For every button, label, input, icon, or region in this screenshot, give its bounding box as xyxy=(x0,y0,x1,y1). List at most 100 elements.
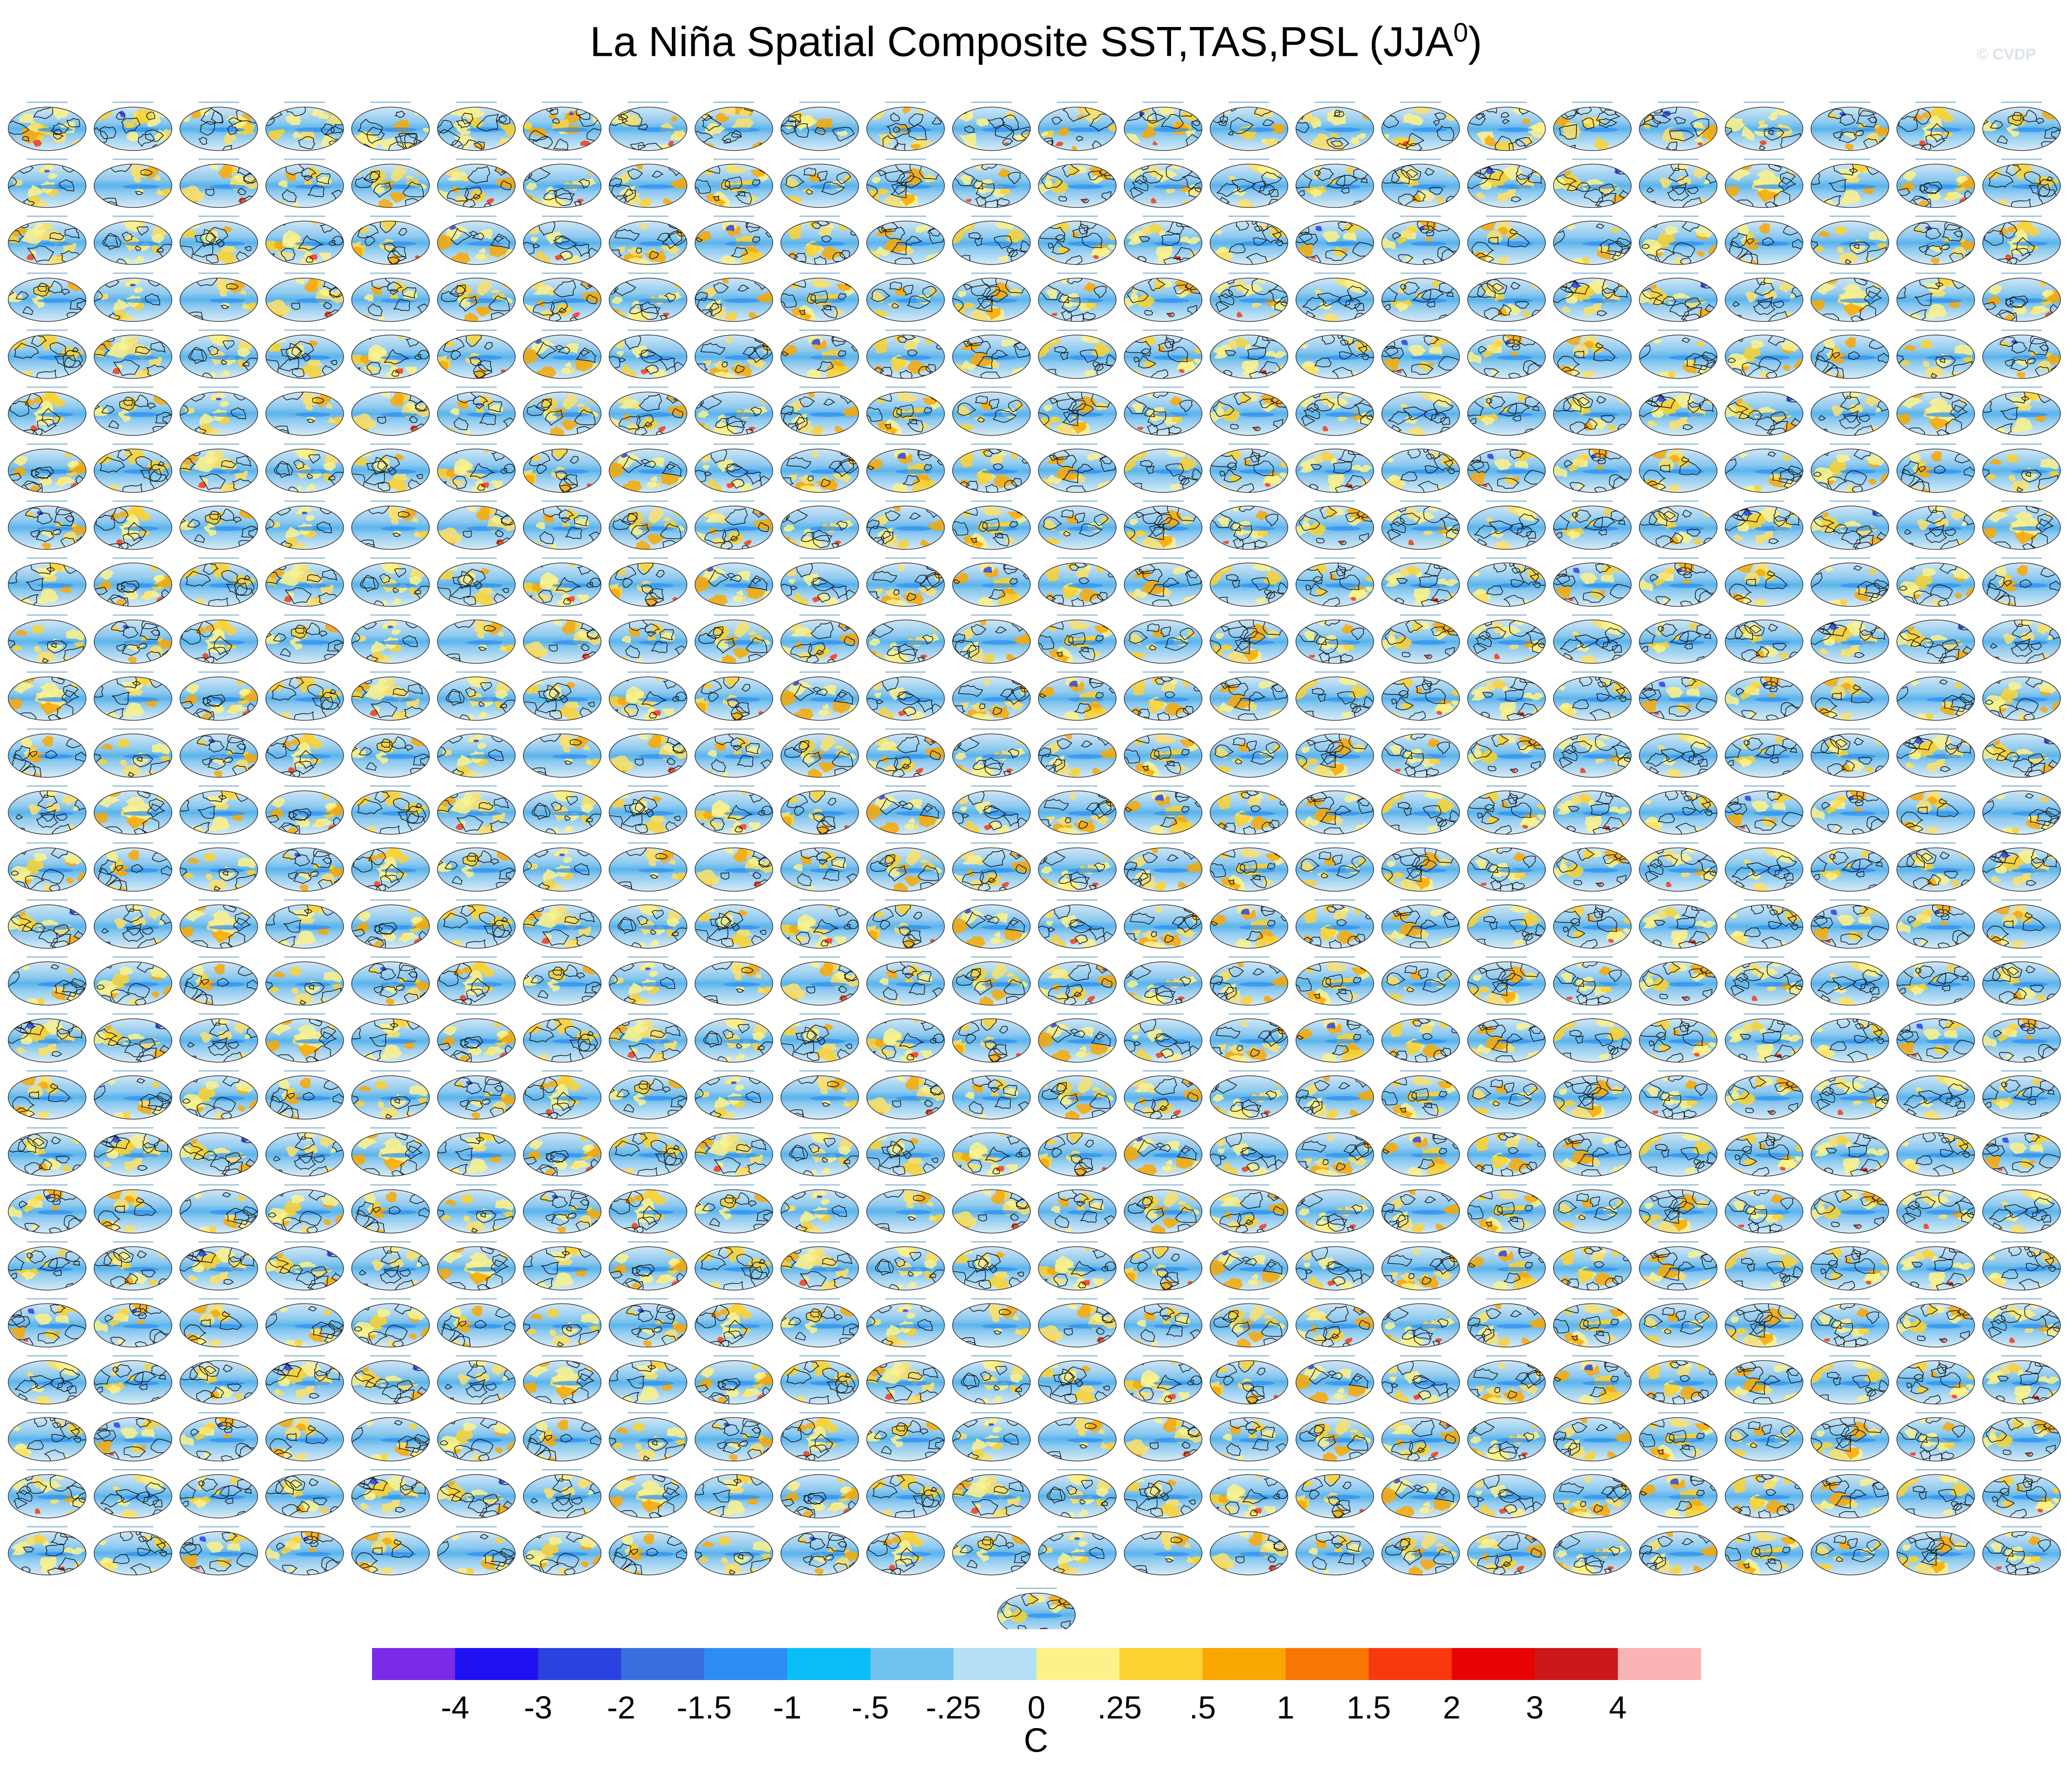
composite-map-panel xyxy=(1296,330,1379,382)
composite-map-panel xyxy=(1725,1469,1803,1519)
composite-map-panel xyxy=(1119,1240,1202,1290)
composite-map-panel xyxy=(1294,102,1378,152)
composite-map-panel xyxy=(690,1127,773,1178)
composite-map-panel xyxy=(1809,216,1889,268)
colorbar-swatch xyxy=(1203,1648,1286,1680)
composite-map-panel xyxy=(1897,1184,1977,1236)
composite-map-panel xyxy=(1382,385,1460,441)
composite-map-panel xyxy=(1635,1241,1717,1298)
composite-map-panel xyxy=(1544,216,1632,269)
composite-map-panel xyxy=(952,557,1031,612)
composite-map-panel xyxy=(1210,785,1288,835)
composite-map-panel xyxy=(351,899,431,951)
colorbar-tick-label: -1 xyxy=(773,1690,801,1725)
composite-map-panel xyxy=(1722,671,1809,724)
composite-map-panel xyxy=(4,102,88,151)
composite-map-panel xyxy=(3,157,88,209)
composite-map-panel xyxy=(1036,899,1116,952)
composite-map-panel xyxy=(687,500,775,553)
composite-map-panel xyxy=(1983,216,2061,270)
composite-map-panel xyxy=(781,387,860,436)
composite-map-panel xyxy=(1122,1355,1202,1410)
composite-map-panel xyxy=(688,1241,777,1296)
composite-map-panel xyxy=(91,102,173,151)
colorbar-tick-label: .25 xyxy=(1097,1690,1142,1725)
composite-map-panel xyxy=(864,843,947,898)
composite-map-panel xyxy=(180,671,259,724)
composite-map-panel xyxy=(1468,843,1545,897)
composite-map-panel xyxy=(521,1298,601,1351)
composite-map-panel xyxy=(1808,443,1891,497)
colorbar-swatch xyxy=(621,1648,705,1680)
composite-map-panel xyxy=(1468,785,1548,836)
composite-map-panel xyxy=(944,273,1031,324)
composite-map-panel xyxy=(266,386,344,441)
composite-map-panel xyxy=(1038,729,1118,778)
composite-map-panel xyxy=(1553,1355,1632,1410)
composite-map-panel xyxy=(89,271,174,323)
composite-map-panel xyxy=(345,785,434,840)
composite-map-panel xyxy=(1894,330,1975,382)
composite-map-panel xyxy=(858,728,947,781)
composite-map-panel xyxy=(953,1070,1040,1122)
composite-map-panel xyxy=(1124,671,1202,721)
composite-map-panel xyxy=(1381,1127,1460,1182)
composite-map-panel xyxy=(1811,955,1889,1010)
composite-map-panel xyxy=(346,613,431,665)
composite-map-panel xyxy=(5,843,88,896)
composite-map-panel xyxy=(692,387,778,439)
composite-map-panel xyxy=(1980,671,2062,725)
composite-map-panel xyxy=(1468,615,1548,666)
composite-map-panel xyxy=(349,1013,429,1068)
composite-map-panel xyxy=(781,216,858,265)
composite-map-panel xyxy=(1468,1070,1545,1119)
composite-map-panel xyxy=(1720,500,1805,549)
composite-map-panel xyxy=(92,387,177,438)
composite-map-panel xyxy=(521,387,603,443)
composite-map-panel xyxy=(1206,1011,1292,1066)
composite-map-panel xyxy=(1462,899,1548,952)
composite-map-panel xyxy=(263,615,348,666)
composite-map-panel xyxy=(773,1012,858,1062)
composite-map-panel xyxy=(180,956,261,1012)
composite-map-panel xyxy=(1382,443,1465,496)
composite-map-panel xyxy=(1554,327,1640,382)
composite-map-panel xyxy=(351,1127,431,1179)
composite-map-panel xyxy=(1634,615,1721,666)
composite-map-panel xyxy=(91,956,174,1010)
composite-map-panel xyxy=(432,727,517,778)
composite-map-panel xyxy=(266,1127,351,1180)
composite-map-panel xyxy=(1548,501,1636,552)
composite-map-panel xyxy=(8,1469,89,1521)
composite-map-panel xyxy=(1808,1184,1889,1235)
composite-map-panel xyxy=(1296,443,1374,500)
composite-map-panel xyxy=(432,328,515,378)
composite-map-panel xyxy=(695,1355,774,1407)
composite-map-panel xyxy=(1124,387,1202,441)
composite-map-panel xyxy=(609,1184,687,1238)
composite-map-panel xyxy=(1725,1013,1803,1070)
composite-map-panel xyxy=(1983,273,2062,325)
composite-map-panel xyxy=(266,785,345,838)
composite-map-panel xyxy=(1038,1469,1118,1521)
composite-map-panel xyxy=(1033,1525,1118,1576)
composite-map-panel xyxy=(861,898,944,948)
composite-map-panel xyxy=(1888,1526,1975,1578)
composite-map-panel xyxy=(177,1412,264,1464)
composite-map-panel xyxy=(1038,1411,1116,1467)
composite-map-panel xyxy=(1467,102,1549,157)
composite-map-panel xyxy=(1038,501,1116,550)
composite-map-panel xyxy=(953,1297,1031,1353)
colorbar-swatch xyxy=(1286,1648,1369,1680)
composite-map-panel xyxy=(1554,899,1634,950)
composite-map-panel xyxy=(953,443,1031,493)
composite-map-panel xyxy=(1030,956,1118,1009)
colorbar-swatch xyxy=(1120,1648,1203,1680)
composite-map-panel xyxy=(1202,1183,1290,1237)
colorbar-swatch xyxy=(372,1648,455,1680)
composite-map-panel xyxy=(1639,727,1717,783)
composite-map-panel xyxy=(179,899,259,951)
composite-map-panel xyxy=(609,1469,688,1521)
composite-map-panel xyxy=(1124,615,1202,664)
composite-map-panel xyxy=(1209,899,1289,954)
